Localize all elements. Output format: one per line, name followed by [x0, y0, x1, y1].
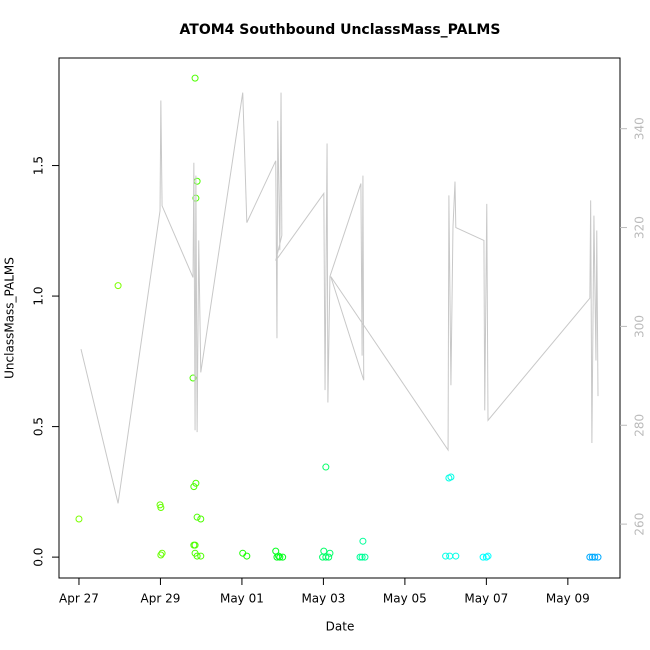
y2-tick-label: 280 — [633, 414, 647, 437]
data-point — [479, 553, 487, 561]
y2-tick-label: 300 — [633, 315, 647, 338]
data-point — [158, 549, 166, 557]
data-point — [197, 515, 205, 523]
data-point — [442, 552, 450, 560]
data-point — [189, 374, 197, 382]
x-tick-label: May 05 — [383, 592, 427, 606]
data-point — [114, 282, 122, 290]
data-point — [594, 553, 602, 561]
x-tick-label: May 09 — [546, 592, 590, 606]
data-point — [359, 537, 367, 545]
data-point — [322, 553, 330, 561]
data-point — [75, 515, 83, 523]
data-point — [361, 553, 369, 561]
data-point — [445, 474, 453, 482]
data-point — [586, 553, 594, 561]
data-point — [356, 553, 364, 561]
data-point — [591, 553, 599, 561]
x-tick-label: May 07 — [464, 592, 508, 606]
data-point — [452, 552, 460, 560]
data-point — [279, 553, 287, 561]
data-point — [157, 504, 165, 512]
x-tick-label: May 01 — [220, 592, 264, 606]
y-axis-label: UnclassMass_PALMS — [3, 257, 17, 379]
x-axis-label: Date — [326, 620, 355, 634]
data-point — [191, 74, 199, 82]
y-tick-label: 1.5 — [32, 156, 46, 175]
y-tick-label: 0.0 — [32, 548, 46, 567]
data-point — [192, 479, 200, 487]
data-point — [325, 553, 333, 561]
data-point — [358, 553, 366, 561]
data-line — [80, 92, 599, 504]
data-point — [275, 552, 283, 560]
x-tick-label: Apr 29 — [141, 592, 181, 606]
data-point — [322, 463, 330, 471]
chart-title: ATOM4 Southbound UnclassMass_PALMS — [180, 22, 501, 38]
data-point — [191, 541, 199, 549]
data-point — [157, 551, 165, 559]
x-tick-label: Apr 27 — [59, 592, 99, 606]
x-tick-label: May 03 — [301, 592, 345, 606]
y-tick-label: 1.0 — [32, 287, 46, 306]
data-point — [482, 553, 490, 561]
data-point — [276, 553, 284, 561]
data-point — [197, 552, 205, 560]
y2-tick-label: 260 — [633, 513, 647, 536]
y-tick-label: 0.5 — [32, 417, 46, 436]
y2-tick-label: 320 — [633, 216, 647, 239]
y2-tick-label: 340 — [633, 117, 647, 140]
data-point — [193, 552, 201, 560]
data-point — [190, 483, 198, 491]
data-point — [326, 549, 334, 557]
data-point — [484, 552, 492, 560]
data-point — [243, 552, 251, 560]
data-point — [193, 513, 201, 521]
